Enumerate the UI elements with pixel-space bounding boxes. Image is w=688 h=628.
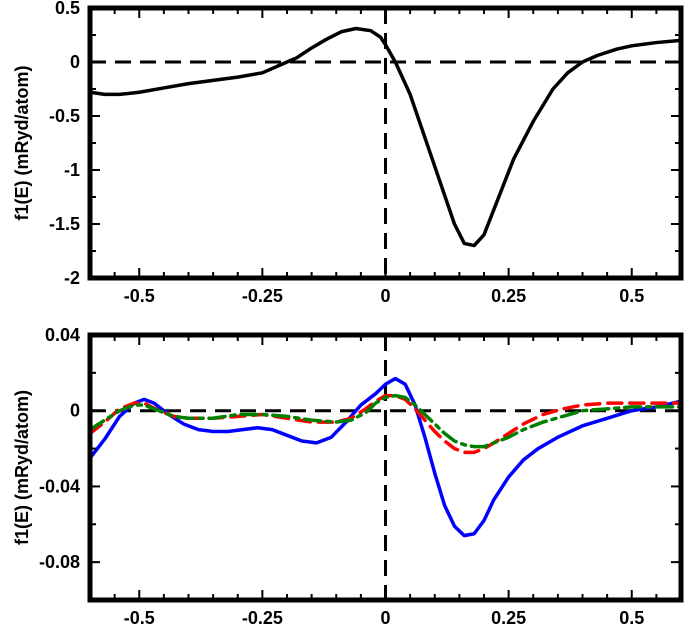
y-tick-label: 0.04 (45, 325, 80, 345)
y-tick-label: -0.5 (49, 106, 80, 126)
series-line-1 (90, 26, 681, 248)
x-tick-label: -0.25 (242, 608, 283, 628)
x-tick-label: 0.5 (619, 608, 644, 628)
chart-panel-2: -0.5 -0.25 0 0.25 0.5 0.04 0 -0.04 -0.08 f1(E) (m… (12, 325, 684, 628)
x-tick-label: -0.5 (124, 286, 155, 306)
y-tick-label: 0 (70, 52, 80, 72)
chart-panel-1: -0.5 -0.25 0 0.25 0.5 0.5 0 -0.5 -1 -1.5 -2 f1(E) (… (12, 0, 684, 306)
y-tick-label: -1.5 (49, 214, 80, 234)
x-tick-label: -0.5 (124, 608, 155, 628)
x-tick-label: 0.25 (491, 608, 526, 628)
x-tick-label: 0 (380, 608, 390, 628)
y-tick-label: 0 (70, 401, 80, 421)
y-tick-label: -0.08 (39, 552, 80, 572)
y-axis-title: f1(E) (mRyd/atom) (12, 390, 32, 545)
x-tick-label: 0 (380, 286, 390, 306)
x-tick-label: -0.25 (242, 286, 283, 306)
series-line-3 (90, 393, 681, 449)
y-tick-label: 0.5 (55, 0, 80, 18)
y-axis-title: f1(E) (mRyd/atom) (12, 65, 32, 220)
y-tick-label: -0.04 (39, 476, 80, 496)
x-tick-label: 0.25 (491, 286, 526, 306)
y-tick-label: -1 (64, 160, 80, 180)
y-tick-label: -2 (64, 268, 80, 288)
x-tick-label: 0.5 (619, 286, 644, 306)
series-line-1 (90, 376, 681, 538)
